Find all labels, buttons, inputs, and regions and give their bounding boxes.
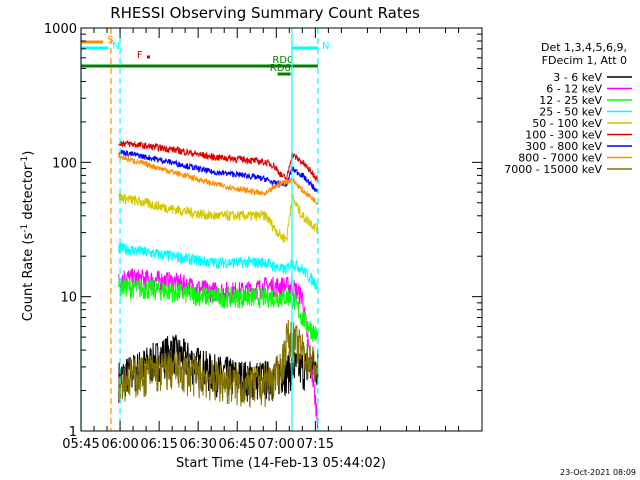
y-axis-label-sup2: -1 (20, 156, 30, 165)
legend-header: FDecim 1, Att 0 (542, 54, 627, 67)
y-tick-label: 100 (52, 156, 77, 171)
series-line-12-25-kev (118, 276, 319, 343)
series-line-100-300-kev (118, 140, 319, 183)
legend-label: 25 - 50 keV (539, 106, 602, 119)
x-axis-label: Start Time (14-Feb-13 05:44:02) (176, 456, 386, 471)
y-axis-label-mid: detector (21, 164, 36, 224)
status-bar-label: RD6 (270, 63, 291, 74)
legend-label: 50 - 100 keV (532, 117, 602, 130)
legend-label: 7000 - 15000 keV (504, 163, 602, 176)
series-line-25-50-kev (118, 242, 319, 290)
series-line-800-7000-kev (118, 154, 319, 206)
x-tick-label: 07:00 (258, 437, 295, 452)
series-layer (118, 140, 319, 429)
status-bar-label: N (112, 41, 119, 52)
y-axis-label-sup1: -1 (20, 224, 30, 233)
legend-label: 300 - 800 keV (525, 140, 602, 153)
y-tick-label: 10 (60, 291, 77, 306)
y-tick-label: 1000 (44, 22, 77, 37)
x-tick-label: 07:15 (297, 437, 334, 452)
legend-label: 3 - 6 keV (553, 71, 602, 84)
series-line-7000-15000-kev (118, 319, 319, 409)
legend-label: 800 - 7000 keV (518, 152, 602, 165)
x-tick-label: 06:00 (101, 437, 138, 452)
x-tick-label: 06:45 (218, 437, 255, 452)
status-bar-label: RD0 (272, 55, 293, 66)
legend-label: 100 - 300 keV (525, 129, 602, 142)
axes-layer: 1 10 100 1000 05:45 06:00 06:15 06:30 06:45 07:00… (44, 22, 482, 452)
x-tick-label: 05:45 (62, 437, 99, 452)
x-tick-label: 06:15 (140, 437, 177, 452)
legend-label: 6 - 12 keV (546, 83, 602, 96)
legend-label: 12 - 25 keV (539, 94, 602, 107)
series-line-300-800-kev (118, 149, 319, 193)
status-bar-label: N (322, 41, 329, 52)
series-line-50-100-kev (118, 193, 319, 243)
chart-title: RHESSI Observing Summary Count Rates (110, 4, 420, 22)
plot-frame (80, 27, 483, 432)
x-tick-label: 06:30 (179, 437, 216, 452)
y-axis-label-main: Count Rate (s (21, 233, 36, 322)
y-axis-label-end: ) (21, 151, 36, 156)
status-bar-label: S (107, 35, 113, 46)
y-axis-label: Count Rate (s-1 detector-1) (20, 151, 36, 322)
status-bar-label: F (137, 50, 143, 61)
legend: Det 1,3,4,5,6,9,FDecim 1, Att 0 3 - 6 keV… (504, 41, 632, 176)
y-tick-label: 1 (69, 425, 77, 440)
legend-header: Det 1,3,4,5,6,9, (541, 41, 627, 54)
footer-date: 23-Oct-2021 08:09 (560, 468, 636, 477)
